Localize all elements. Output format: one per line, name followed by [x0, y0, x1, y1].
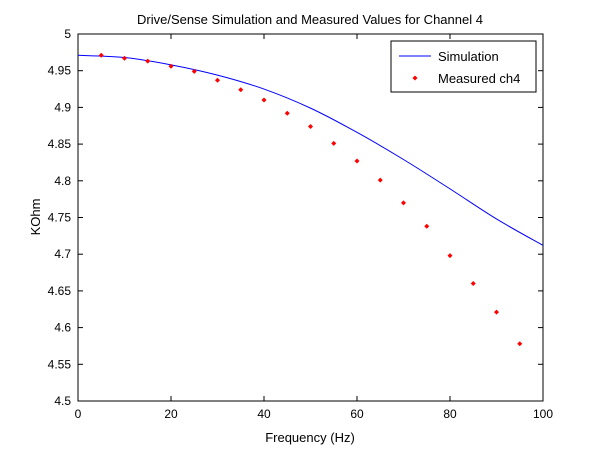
y-tick-label: 4.8 [54, 174, 71, 188]
series-layer [77, 52, 544, 347]
measured-ch4-point [98, 52, 104, 58]
x-tick-label: 20 [164, 407, 178, 421]
y-tick-label: 4.9 [54, 100, 71, 114]
measured-ch4-point [145, 58, 151, 64]
measured-ch4-point [401, 200, 406, 206]
x-tick-label: 60 [350, 407, 364, 421]
legend-measured-label: Measured ch4 [438, 71, 520, 86]
measured-ch4-point [354, 158, 360, 164]
y-tick-label: 4.85 [48, 137, 72, 151]
measured-ch4-point [308, 123, 313, 129]
y-tick-label: 4.65 [48, 284, 72, 298]
chart-title: Drive/Sense Simulation and Measured Valu… [137, 12, 483, 27]
x-tick-label: 100 [533, 407, 553, 421]
legend-measured-marker-swatch [412, 75, 418, 81]
x-axis-label: Frequency (Hz) [265, 430, 355, 445]
legend-simulation-label: Simulation [438, 49, 499, 64]
y-tick-label: 4.95 [48, 64, 72, 78]
y-axis-ticks: 4.5 4.55 4.6 4.65 4.7 4.75 4.8 4.85 4.9 4.95 5 [48, 27, 543, 408]
measured-ch4-point [331, 140, 337, 146]
measured-ch4-point [517, 341, 523, 347]
legend-box [390, 40, 537, 93]
measured-ch4-point [122, 55, 127, 61]
measured-ch4-point [424, 223, 430, 229]
measured-ch4-point [377, 177, 383, 183]
plot-area [77, 33, 544, 402]
y-tick-label: 4.7 [54, 247, 71, 261]
y-tick-label: 4.55 [48, 357, 72, 371]
measured-ch4-point [447, 253, 453, 259]
legend: Simulation Measured ch4 [390, 40, 537, 93]
measured-ch4-point [470, 281, 476, 287]
measured-ch4-point [238, 87, 244, 93]
measured-ch4-point [168, 63, 174, 69]
x-axis-ticks: 0 20 40 60 80 100 [75, 34, 553, 421]
simulation-series-line [77, 54, 544, 246]
x-tick-label: 80 [443, 407, 457, 421]
measured-ch4-point [284, 110, 290, 116]
measured-ch4-point [215, 77, 220, 83]
y-tick-label: 4.6 [54, 321, 71, 335]
measured-ch4-point [494, 309, 499, 315]
y-tick-label: 4.75 [48, 211, 72, 225]
measured-ch4-point [261, 97, 267, 103]
y-tick-label: 4.5 [54, 394, 71, 408]
measured-ch4-point [191, 68, 197, 74]
x-tick-label: 40 [257, 407, 271, 421]
y-axis-label: KOhm [28, 199, 43, 236]
y-tick-label: 5 [64, 27, 71, 41]
x-tick-label: 0 [75, 407, 82, 421]
